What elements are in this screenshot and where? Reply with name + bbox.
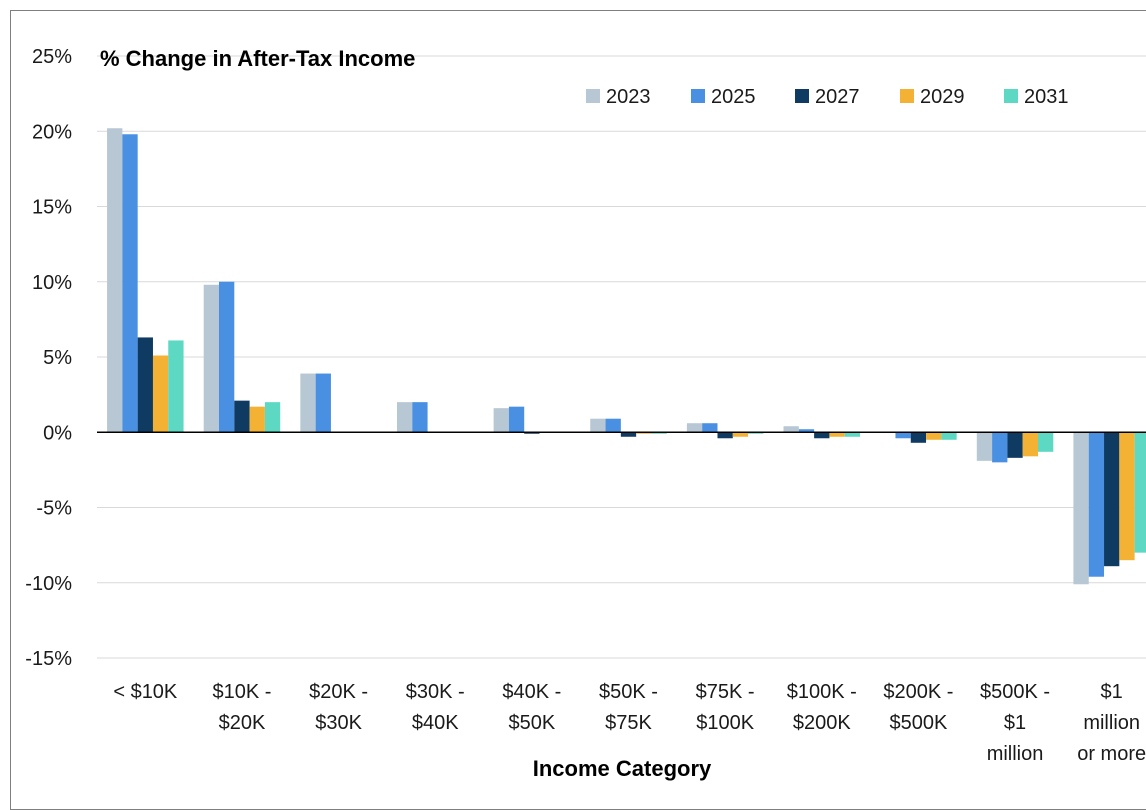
legend-swatch-2029 [900,89,914,103]
bars [107,128,1146,585]
bar-2029-6 [732,432,749,437]
y-tick-label: 15% [32,197,72,219]
bar-2023-5 [590,418,606,433]
bar-2031-7 [844,432,861,437]
bar-2023-9 [976,432,993,461]
x-category-label: $30K [315,712,362,734]
x-category-label: $50K - [599,681,658,703]
bar-2031-0 [168,340,184,433]
bar-2025-8 [895,432,911,439]
bar-2025-7 [798,429,815,433]
y-tick-label: -15% [25,648,72,670]
y-axis-ticks: 25% 20% 15% 10% 5% 0% -5% -10% -15% [25,46,72,670]
x-category-label: million [1083,712,1140,734]
legend-label: 2029 [920,86,965,108]
bar-2029-8 [926,432,942,440]
bar-2027-1 [234,400,250,433]
x-category-label: $100K - [787,681,857,703]
y-tick-label: 5% [43,347,72,369]
bar-2027-8 [910,432,927,443]
x-category-label: $40K [412,712,459,734]
bar-2025-2 [315,373,331,433]
x-category-label: million [987,743,1044,765]
bar-2023-1 [203,284,220,433]
legend-label: 2023 [606,86,651,108]
x-axis-categories: < $10K $10K - $20K $20K - $30K $30K - $40K $40K… [113,681,1146,765]
bar-2031-8 [941,432,957,440]
legend: 2023 2025 2027 2029 2031 [586,86,1069,108]
bar-2029-10 [1119,432,1135,561]
bar-2023-2 [300,373,316,433]
x-category-label: < $10K [113,681,178,703]
bar-2031-1 [264,402,281,433]
x-category-label: $500K [889,712,947,734]
bar-2027-7 [814,432,830,439]
bar-2023-7 [783,426,799,433]
y-tick-label: -10% [25,573,72,595]
x-category-label: $200K [793,712,851,734]
bar-2023-6 [686,423,703,433]
legend-swatch-2027 [795,89,809,103]
bar-2027-4 [524,432,540,434]
legend-label: 2031 [1024,86,1069,108]
bar-2027-10 [1104,432,1120,567]
x-category-label: $20K - [309,681,368,703]
bar-2023-0 [107,128,123,433]
legend-swatch-2023 [586,89,600,103]
x-category-label: $75K - [696,681,755,703]
y-tick-label: 10% [32,272,72,294]
legend-label: 2027 [815,86,860,108]
bar-2025-0 [122,134,138,433]
x-category-label: $10K - [212,681,271,703]
bar-2025-6 [702,423,718,433]
x-category-label: $200K - [883,681,953,703]
x-category-label: $500K - [980,681,1050,703]
x-category-label: $100K [696,712,754,734]
legend-swatch-2025 [691,89,705,103]
bar-2029-0 [152,355,169,433]
bar-2029-1 [249,406,265,433]
x-category-label: $20K [219,712,266,734]
bar-2029-7 [829,432,845,437]
bar-2023-4 [493,408,509,433]
chart-frame [10,10,1146,810]
x-category-label: $1 [1101,681,1123,703]
bar-2027-9 [1007,432,1023,458]
bar-2025-4 [508,406,525,433]
bar-2023-3 [396,402,413,433]
bar-2025-3 [412,402,428,433]
y-tick-label: 20% [32,121,72,143]
bar-2025-9 [992,432,1008,463]
bar-2025-5 [605,418,621,433]
bar-2031-5 [651,432,667,434]
gridlines [97,55,1146,659]
bar-2025-1 [219,281,235,433]
bar-2029-5 [636,432,652,434]
bar-2023-10 [1073,432,1089,585]
legend-swatch-2031 [1004,89,1018,103]
y-tick-label: -5% [36,498,72,520]
y-tick-label: 25% [32,46,72,68]
bar-2031-6 [748,432,764,434]
x-category-label: $30K - [406,681,465,703]
bar-2027-0 [137,337,153,433]
x-category-label: $1 [1004,712,1026,734]
bar-2027-5 [620,432,637,437]
chart-title: % Change in After-Tax Income [100,46,415,71]
bar-2031-9 [1037,432,1054,452]
x-category-label: $50K [509,712,556,734]
x-category-label: $40K - [502,681,561,703]
y-tick-label: 0% [43,422,72,444]
legend-label: 2025 [711,86,756,108]
bar-2029-9 [1022,432,1038,457]
bar-2027-6 [717,432,733,439]
bar-2025-10 [1088,432,1105,577]
x-axis-label: Income Category [533,756,712,781]
x-category-label: $75K [605,712,652,734]
bar-chart: 25% 20% 15% 10% 5% 0% -5% -10% -15% < $10K $10K -… [25,46,1146,781]
x-category-label: or more [1077,743,1146,765]
bar-2031-10 [1134,432,1146,553]
